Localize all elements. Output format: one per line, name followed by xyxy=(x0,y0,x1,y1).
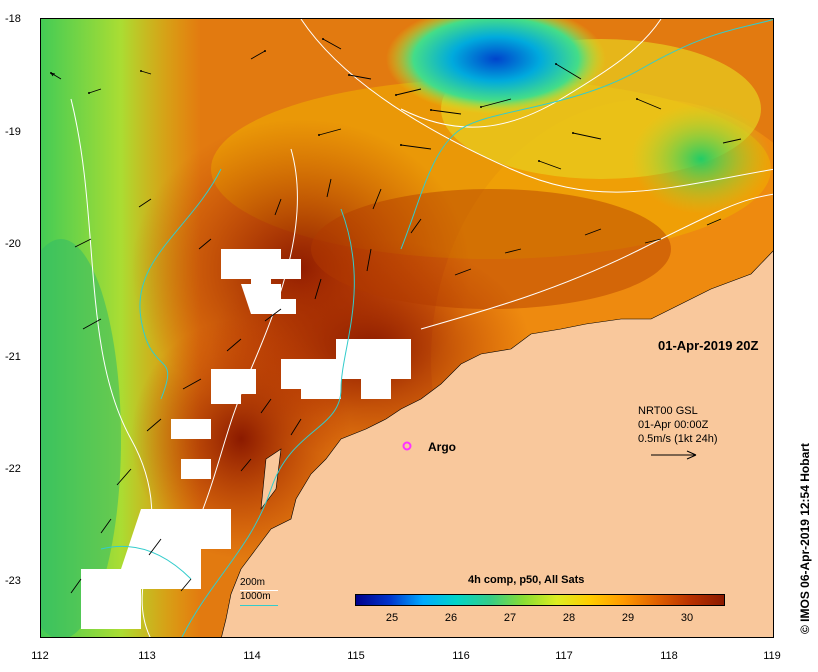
credit-label: © IMOS 06-Apr-2019 12:54 Hobart xyxy=(798,443,812,634)
colorbar-tick-27: 27 xyxy=(503,612,517,624)
x-tick-118: 118 xyxy=(660,650,678,662)
x-tick-112: 112 xyxy=(31,650,49,662)
colorbar-tick-25: 25 xyxy=(385,612,399,624)
current-vector-heads xyxy=(50,38,638,162)
contour-legend: 200m 1000m xyxy=(240,576,271,604)
y-tick-22: -22 xyxy=(5,463,21,475)
colorbar-tick-29: 29 xyxy=(621,612,635,624)
x-tick-115: 115 xyxy=(347,650,365,662)
legend-200m: 200m xyxy=(240,577,266,588)
sst-colorbar xyxy=(355,594,725,606)
sst-map-canvas xyxy=(41,19,773,637)
y-tick-20: -20 xyxy=(5,238,21,250)
legend-1000m-swatch xyxy=(240,605,278,606)
argo-float-marker[interactable] xyxy=(402,441,412,451)
colorbar-tick-28: 28 xyxy=(562,612,576,624)
x-tick-113: 113 xyxy=(138,650,156,662)
composite-label: 4h comp, p50, All Sats xyxy=(468,574,585,586)
contour-200m xyxy=(70,19,773,637)
legend-1000m: 1000m xyxy=(240,591,271,602)
current-vectors xyxy=(50,38,742,594)
y-tick-19: -19 xyxy=(5,126,21,138)
current-time: 01-Apr 00:00Z xyxy=(638,419,709,431)
x-tick-116: 116 xyxy=(452,650,470,662)
y-tick-18: -18 xyxy=(5,13,21,25)
cool-patch xyxy=(631,104,771,214)
x-tick-119: 119 xyxy=(763,650,781,662)
datetime-label: 01-Apr-2019 20Z xyxy=(658,338,759,353)
x-tick-117: 117 xyxy=(555,650,573,662)
sst-map[interactable] xyxy=(40,18,774,638)
current-scale: 0.5m/s (1kt 24h) xyxy=(638,433,718,445)
argo-label: Argo xyxy=(428,440,456,454)
colorbar-tick-30: 30 xyxy=(680,612,694,624)
current-info: NRT00 GSL 01-Apr 00:00Z 0.5m/s (1kt 24h) xyxy=(638,404,717,446)
land-mass xyxy=(221,250,773,637)
y-tick-21: -21 xyxy=(5,351,21,363)
contour-1000m xyxy=(100,19,773,637)
y-tick-23: -23 xyxy=(5,575,21,587)
scale-arrow xyxy=(651,450,697,460)
cloud-mask xyxy=(81,249,411,629)
current-source: NRT00 GSL xyxy=(638,405,698,417)
legend-200m-swatch xyxy=(240,590,278,591)
x-tick-114: 114 xyxy=(243,650,261,662)
colorbar-tick-26: 26 xyxy=(444,612,458,624)
cold-eddy xyxy=(386,19,606,114)
